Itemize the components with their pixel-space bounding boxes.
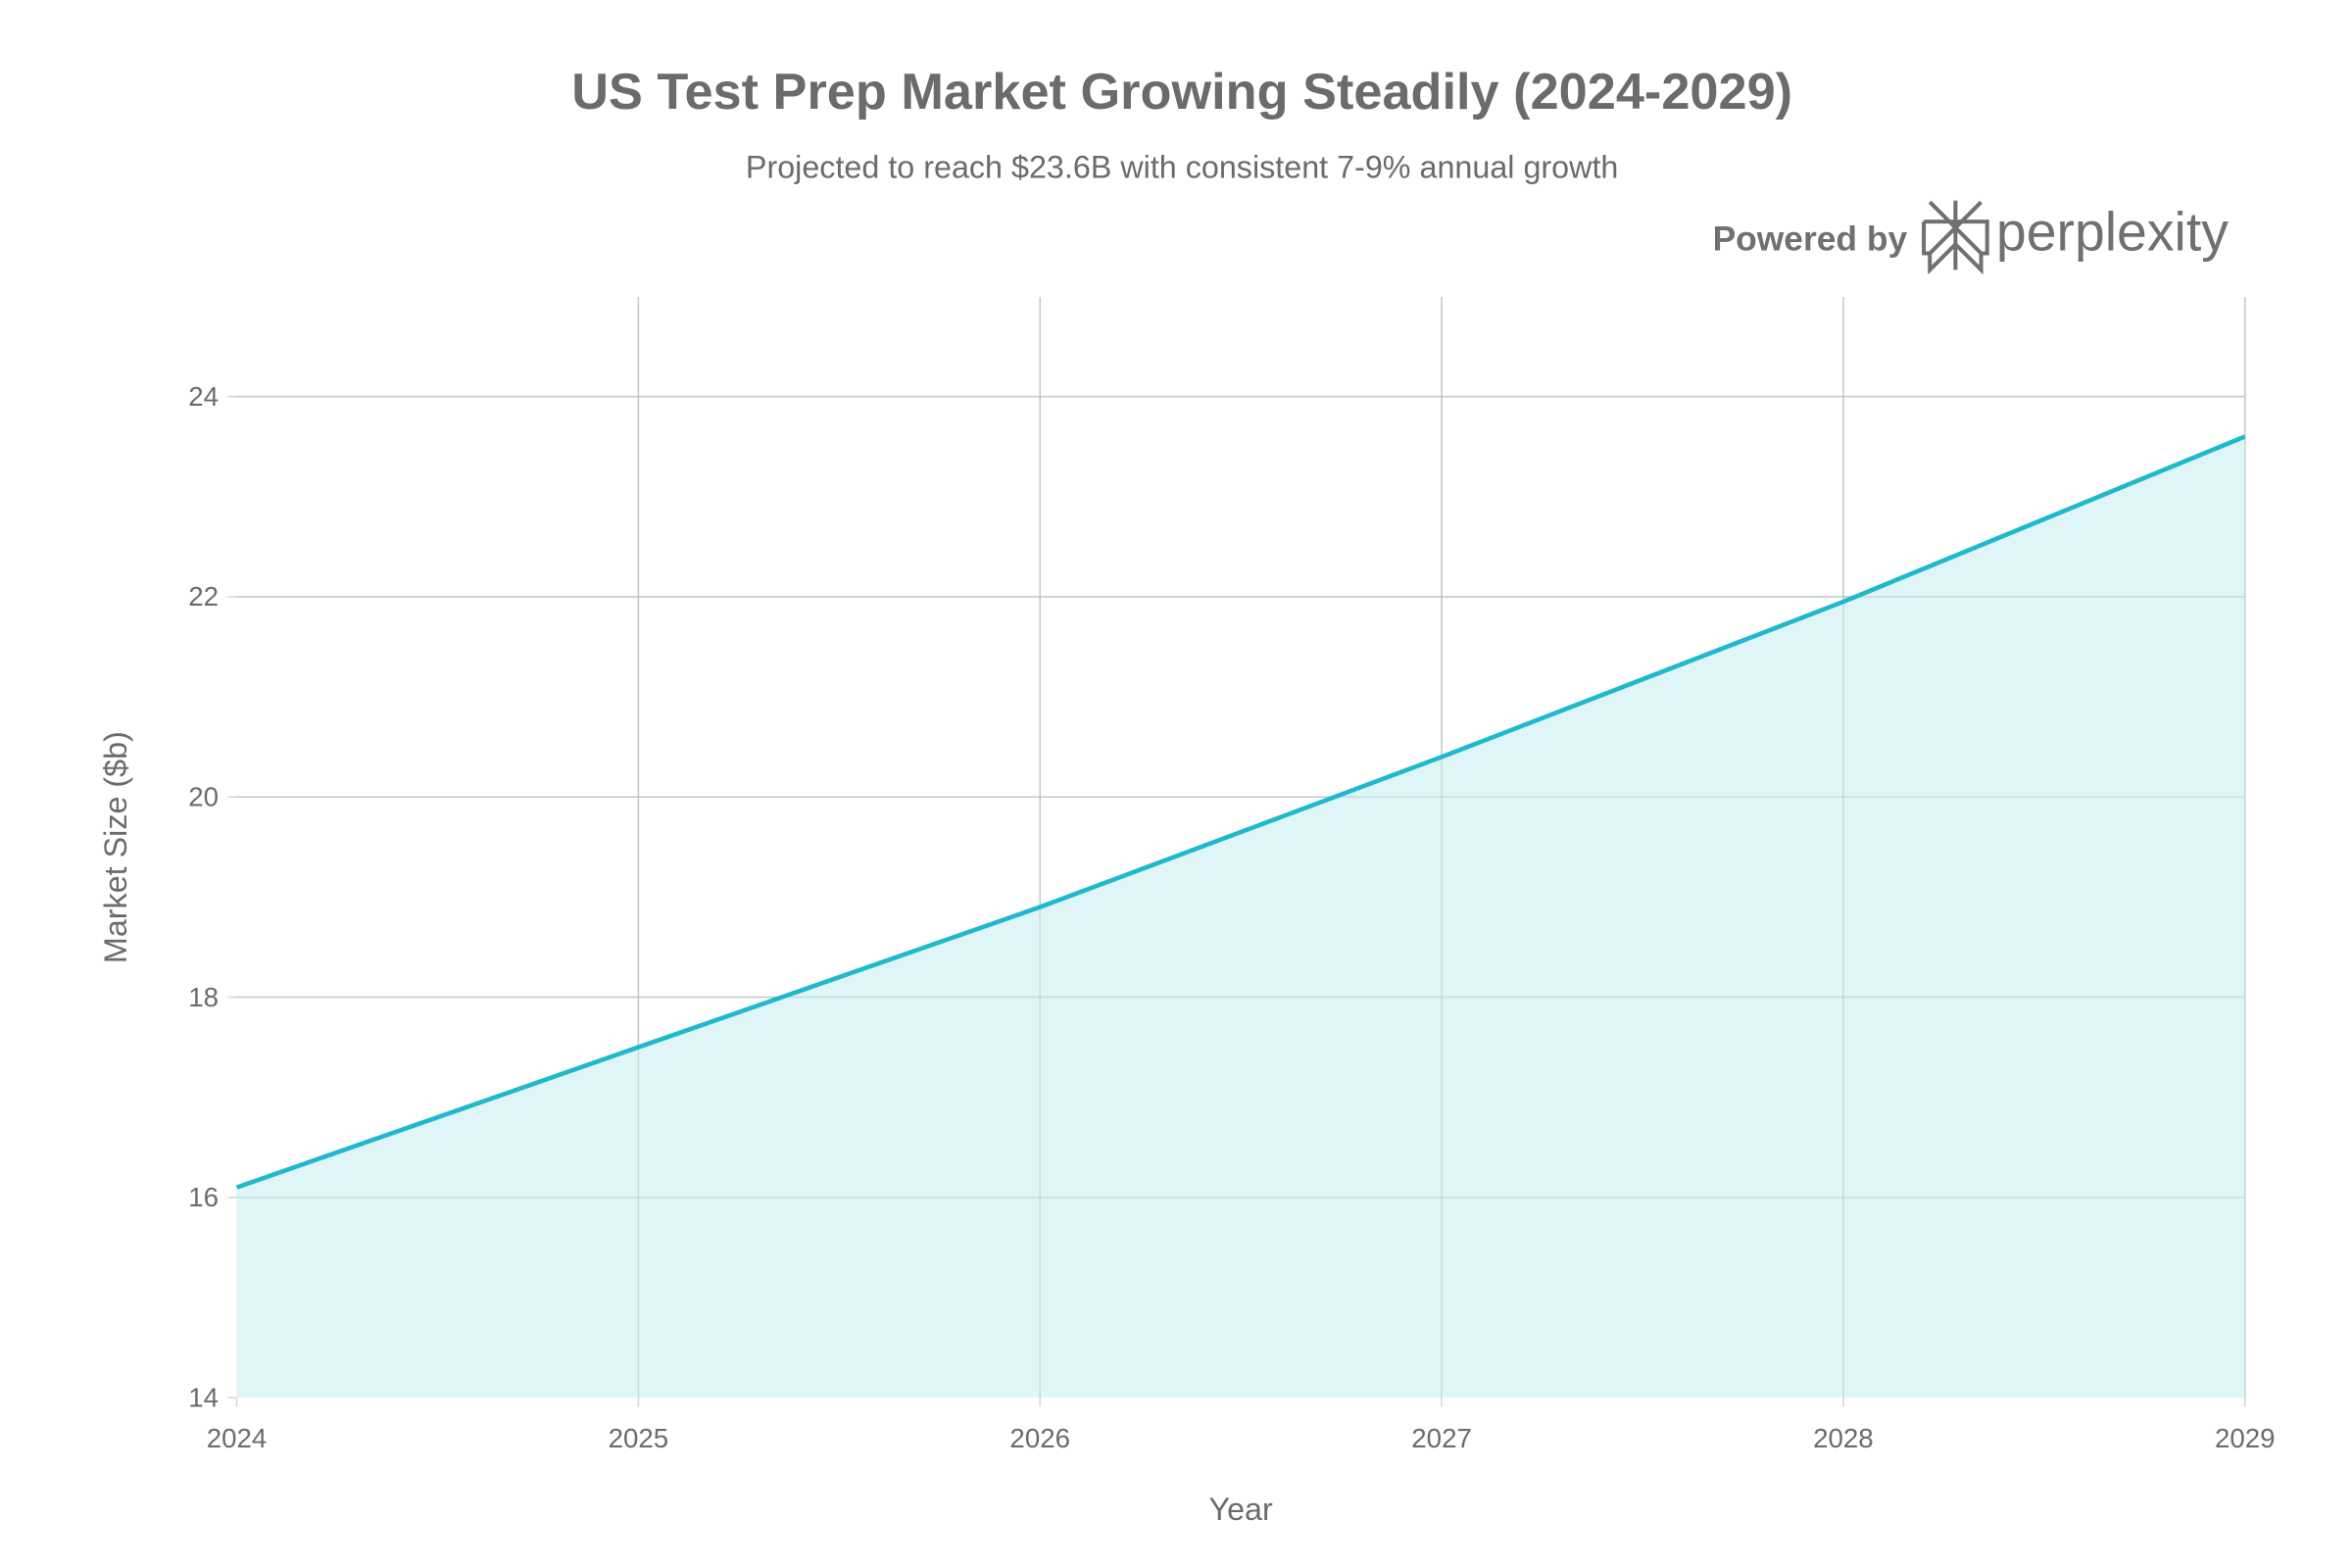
chart-title: US Test Prep Market Growing Steadily (20… <box>571 64 1792 121</box>
x-tick-label: 2026 <box>1009 1423 1070 1453</box>
x-tick-label: 2027 <box>1411 1423 1472 1453</box>
x-tick-label: 2025 <box>609 1423 669 1453</box>
y-tick-label: 16 <box>188 1182 219 1212</box>
plot-area <box>235 297 2246 1398</box>
perplexity-logo-icon <box>1922 200 1989 275</box>
perplexity-logo-text: perplexity <box>1996 201 2229 262</box>
x-tick-label: 2029 <box>2215 1423 2276 1453</box>
area-fill <box>236 436 2245 1398</box>
chart-subtitle: Projected to reach $23.6B with consisten… <box>746 150 1618 185</box>
y-tick-label: 18 <box>188 982 219 1012</box>
y-tick-label: 22 <box>188 581 219 612</box>
axes: 14 16 18 20 22 24 2024 2025 2026 2027 2028 2029 <box>188 381 2275 1453</box>
series-line <box>235 434 2246 1190</box>
powered-by-branding: Powered by perplexity <box>1713 200 2229 275</box>
powered-by-label: Powered by <box>1713 220 1908 258</box>
y-tick-label: 24 <box>188 381 219 412</box>
x-tick-label: 2028 <box>1813 1423 1874 1453</box>
y-tick-label: 20 <box>188 781 219 811</box>
y-axis-title: Market Size ($b) <box>98 731 133 963</box>
x-tick-label: 2024 <box>207 1423 268 1453</box>
x-axis-title: Year <box>1209 1492 1274 1527</box>
y-tick-label: 14 <box>188 1382 219 1412</box>
